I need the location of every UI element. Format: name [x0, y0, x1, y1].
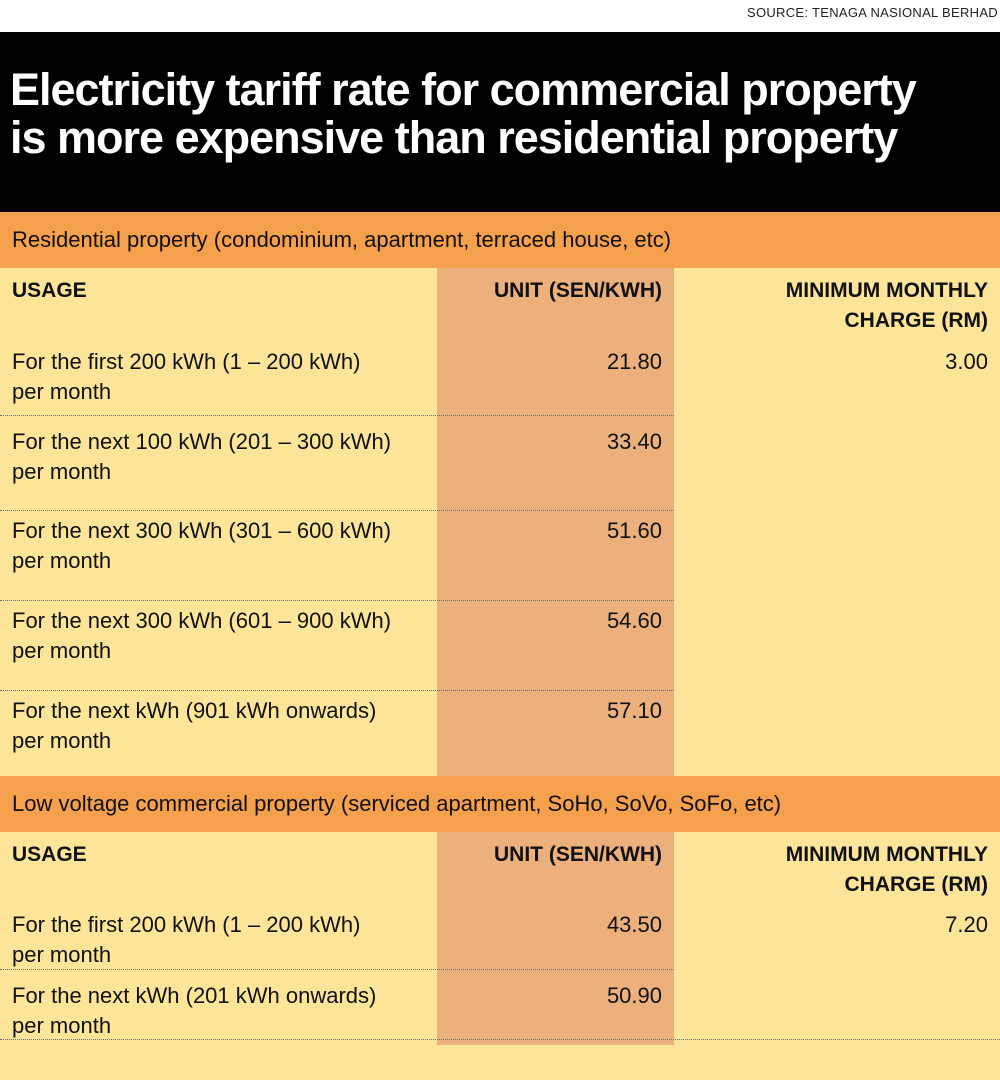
usage-description-line-2: per month [12, 379, 112, 404]
unit-rate-value: 51.60 [606, 518, 662, 543]
usage-description-line-2: per month [12, 728, 112, 753]
usage-description-line-1: For the next kWh (201 kWh onwards) [12, 983, 377, 1008]
minimum-charge-value: 3.00 [945, 349, 988, 374]
section-label: Low voltage commercial property (service… [0, 776, 1000, 832]
unit-rate-value: 54.60 [606, 608, 662, 633]
page-title: Electricity tariff rate for commercial p… [10, 66, 970, 162]
usage-description: For the next 300 kWh (601 – 900 kWh) per … [12, 606, 432, 666]
unit-rate-value: 57.10 [606, 698, 662, 723]
title-banner: Electricity tariff rate for commercial p… [0, 32, 1000, 212]
usage-description: For the next kWh (901 kWh onwards) per mo… [12, 696, 432, 756]
unit-header: UNIT (SEN/KWH) [494, 843, 662, 866]
usage-description: For the next 300 kWh (301 – 600 kWh) per … [12, 516, 432, 576]
usage-description: For the next 100 kWh (201 – 300 kWh) per … [12, 427, 432, 487]
usage-description-line-1: For the first 200 kWh (1 – 200 kWh) [12, 912, 361, 937]
usage-description-line-2: per month [12, 459, 112, 484]
unit-column-background [437, 268, 674, 776]
row-divider [0, 510, 674, 511]
usage-header: USAGE [12, 843, 87, 866]
usage-description: For the first 200 kWh (1 – 200 kWh) per m… [12, 910, 432, 970]
minimum-charge-header-line-1: MINIMUM MONTHLY [785, 843, 988, 866]
unit-column-background [437, 832, 674, 1045]
usage-description-line-1: For the next 100 kWh (201 – 300 kWh) [12, 429, 392, 454]
row-divider [0, 415, 674, 416]
minimum-charge-header: MINIMUM MONTHLY CHARGE (RM) [674, 840, 988, 900]
usage-description-line-2: per month [12, 548, 112, 573]
minimum-charge-header-line-2: CHARGE (RM) [844, 309, 988, 332]
usage-description-line-1: For the first 200 kWh (1 – 200 kWh) [12, 349, 361, 374]
unit-rate-value: 21.80 [606, 349, 662, 374]
unit-rate-value: 43.50 [606, 912, 662, 937]
usage-description: For the first 200 kWh (1 – 200 kWh) per m… [12, 347, 432, 407]
row-divider [0, 600, 674, 601]
section-label: Residential property (condominium, apart… [0, 212, 1000, 268]
minimum-charge-header-line-1: MINIMUM MONTHLY [785, 279, 988, 302]
title-line-1: Electricity tariff rate for commercial p… [10, 64, 917, 115]
row-divider [0, 969, 674, 970]
usage-header: USAGE [12, 279, 87, 302]
minimum-charge-header-line-2: CHARGE (RM) [844, 873, 988, 896]
usage-description-line-2: per month [12, 942, 112, 967]
unit-rate-value: 50.90 [606, 983, 662, 1008]
usage-description: For the next kWh (201 kWh onwards) per mo… [12, 981, 432, 1041]
minimum-charge-value: 7.20 [945, 912, 988, 937]
unit-header: UNIT (SEN/KWH) [494, 279, 662, 302]
usage-description-line-2: per month [12, 638, 112, 663]
title-line-2: is more expensive than residential prope… [10, 112, 898, 163]
usage-description-line-1: For the next 300 kWh (601 – 900 kWh) [12, 608, 392, 633]
unit-rate-value: 33.40 [606, 429, 662, 454]
minimum-charge-header: MINIMUM MONTHLY CHARGE (RM) [674, 276, 988, 336]
row-divider [0, 690, 674, 691]
row-divider [0, 1039, 1000, 1040]
usage-description-line-1: For the next 300 kWh (301 – 600 kWh) [12, 518, 392, 543]
usage-description-line-2: per month [12, 1013, 112, 1038]
usage-description-line-1: For the next kWh (901 kWh onwards) [12, 698, 377, 723]
source-credit: SOURCE: TENAGA NASIONAL BERHAD [746, 5, 998, 20]
